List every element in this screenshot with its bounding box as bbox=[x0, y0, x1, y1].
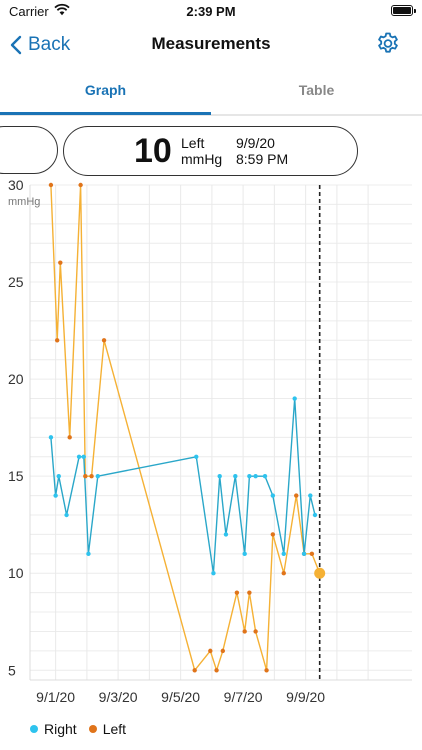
chart-legend: Right Left bbox=[30, 721, 138, 737]
y-tick-label: 10 bbox=[8, 565, 24, 581]
series-line-right bbox=[50, 397, 316, 574]
y-tick-label: 15 bbox=[8, 468, 24, 484]
page-title: Measurements bbox=[151, 34, 271, 53]
data-point-left bbox=[281, 571, 286, 576]
y-tick-label: 20 bbox=[8, 371, 24, 387]
data-point-right bbox=[308, 493, 313, 498]
data-point-left bbox=[101, 338, 107, 343]
data-point-right bbox=[270, 493, 276, 498]
data-point-right bbox=[223, 532, 229, 537]
data-point-right bbox=[312, 512, 318, 518]
tab-graph[interactable]: Graph bbox=[84, 82, 127, 98]
measurements-chart[interactable]: 5 10 15 20 25 30 mmHg 9/1/20 9/3/20 9/5/20 9/7/20 9… bbox=[0, 180, 422, 710]
data-point-left bbox=[78, 182, 83, 188]
data-point-right bbox=[81, 454, 86, 459]
battery-icon bbox=[391, 5, 416, 16]
legend-item-right: Right bbox=[30, 721, 77, 737]
data-point-left bbox=[234, 590, 240, 595]
data-point-left bbox=[83, 473, 88, 479]
reading-unit: mmHg bbox=[181, 151, 223, 167]
data-point-left bbox=[220, 648, 226, 654]
data-point-right bbox=[95, 473, 101, 479]
data-point-left bbox=[264, 668, 269, 673]
x-tick-label: 9/9/20 bbox=[286, 689, 325, 705]
y-tick-label: 25 bbox=[8, 274, 24, 290]
chevron-left-icon bbox=[10, 35, 22, 55]
reading-card[interactable]: 10 Left mmHg 9/9/20 8:59 PM bbox=[63, 126, 358, 176]
data-point-right bbox=[56, 473, 61, 479]
data-point-right bbox=[253, 473, 258, 479]
y-tick-label: 30 bbox=[8, 180, 24, 193]
tab-table[interactable]: Table bbox=[298, 82, 335, 98]
gear-icon bbox=[378, 32, 398, 53]
data-point-left bbox=[208, 648, 213, 654]
data-point-right bbox=[194, 454, 199, 459]
data-point-right bbox=[86, 551, 91, 557]
data-point-left bbox=[247, 590, 252, 595]
carrier-label: Carrier bbox=[9, 4, 49, 19]
data-point-right bbox=[242, 551, 247, 557]
previous-reading-card[interactable] bbox=[0, 126, 58, 174]
data-point-right bbox=[53, 493, 58, 498]
wifi-icon bbox=[54, 3, 70, 21]
data-point-left bbox=[48, 182, 54, 188]
data-point-left bbox=[58, 260, 63, 265]
data-point-right bbox=[217, 473, 222, 479]
data-point-right bbox=[301, 551, 307, 557]
segment-tabs: Graph Table bbox=[0, 72, 422, 116]
status-bar: Carrier 2:39 PM bbox=[0, 0, 422, 24]
legend-left-label: Left bbox=[102, 721, 127, 737]
data-point-right bbox=[262, 473, 268, 479]
back-label: Back bbox=[28, 34, 71, 55]
x-tick-label: 9/1/20 bbox=[36, 689, 75, 705]
data-point-left bbox=[309, 551, 315, 557]
data-point-left bbox=[54, 338, 60, 343]
reading-value: 10 bbox=[134, 132, 172, 170]
data-point-right bbox=[48, 435, 54, 440]
data-point-right bbox=[233, 473, 238, 479]
reading-time: 8:59 PM bbox=[236, 151, 289, 167]
data-point-left bbox=[242, 629, 247, 634]
y-axis-unit-label: mmHg bbox=[8, 196, 40, 208]
series-line-left bbox=[50, 184, 321, 671]
reading-side: Left bbox=[181, 135, 205, 151]
data-point-right bbox=[292, 396, 297, 401]
data-point-left bbox=[89, 473, 94, 479]
data-point-right bbox=[211, 571, 216, 576]
status-time: 2:39 PM bbox=[186, 4, 236, 19]
reading-side-unit: Left mmHg bbox=[181, 135, 222, 167]
data-point-left bbox=[253, 629, 258, 634]
x-tick-label: 9/5/20 bbox=[161, 689, 200, 705]
data-point-right bbox=[64, 512, 69, 518]
data-point-left bbox=[214, 668, 219, 673]
legend-right-label: Right bbox=[44, 721, 77, 737]
settings-button[interactable] bbox=[374, 30, 402, 58]
active-tab-indicator bbox=[0, 112, 211, 115]
navigation-bar: Back Measurements bbox=[0, 24, 422, 68]
y-tick-label: 5 bbox=[8, 662, 16, 678]
x-tick-label: 9/3/20 bbox=[99, 689, 138, 705]
x-tick-label: 9/7/20 bbox=[224, 689, 263, 705]
data-point-right bbox=[247, 473, 252, 479]
data-point-left bbox=[270, 532, 276, 537]
data-point-right bbox=[281, 551, 286, 557]
legend-item-left: Left bbox=[88, 721, 127, 737]
back-button[interactable]: Back bbox=[10, 30, 70, 60]
data-point-left bbox=[67, 435, 72, 440]
data-point-right bbox=[76, 454, 82, 459]
selected-point-marker bbox=[314, 567, 326, 579]
data-point-left bbox=[192, 668, 197, 673]
legend-left-dot bbox=[88, 725, 97, 733]
reading-datetime: 9/9/20 8:59 PM bbox=[236, 135, 288, 167]
reading-date: 9/9/20 bbox=[236, 135, 275, 151]
data-point-left bbox=[294, 493, 299, 498]
legend-right-dot bbox=[30, 725, 38, 733]
